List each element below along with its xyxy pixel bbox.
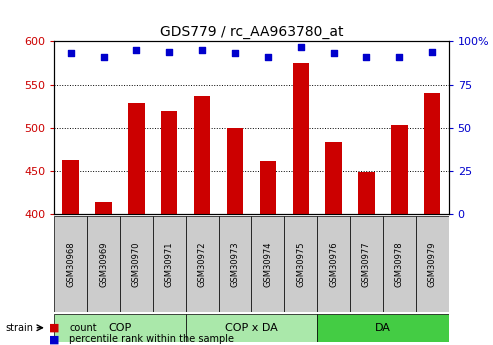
Bar — [194, 96, 211, 214]
Bar — [153, 216, 186, 312]
Bar — [128, 104, 144, 214]
Title: GDS779 / rc_AA963780_at: GDS779 / rc_AA963780_at — [160, 25, 343, 39]
Bar — [317, 216, 350, 312]
Bar — [218, 216, 251, 312]
Text: GSM30975: GSM30975 — [296, 241, 305, 287]
Bar — [227, 128, 243, 214]
Text: GSM30977: GSM30977 — [362, 241, 371, 287]
Bar — [87, 216, 120, 312]
Point — [330, 51, 338, 56]
Text: GSM30976: GSM30976 — [329, 241, 338, 287]
Point — [100, 54, 107, 60]
Bar — [186, 314, 317, 342]
Point — [264, 54, 272, 60]
Text: GSM30969: GSM30969 — [99, 241, 108, 287]
Bar — [63, 160, 79, 214]
Point — [297, 44, 305, 49]
Bar — [383, 216, 416, 312]
Bar — [391, 125, 408, 214]
Point — [198, 47, 206, 53]
Point — [428, 49, 436, 55]
Text: GSM30978: GSM30978 — [395, 241, 404, 287]
Text: strain: strain — [5, 323, 33, 333]
Text: GSM30970: GSM30970 — [132, 241, 141, 287]
Text: percentile rank within the sample: percentile rank within the sample — [69, 334, 234, 344]
Text: COP: COP — [108, 323, 132, 333]
Bar — [186, 216, 218, 312]
Bar — [54, 216, 87, 312]
Text: GSM30972: GSM30972 — [198, 241, 207, 287]
Text: ■: ■ — [49, 322, 60, 332]
Text: count: count — [69, 323, 97, 333]
Point — [362, 54, 370, 60]
Text: GSM30971: GSM30971 — [165, 241, 174, 287]
Point — [231, 51, 239, 56]
Text: DA: DA — [375, 323, 391, 333]
Bar — [424, 93, 440, 214]
Bar — [260, 161, 276, 214]
Bar — [120, 216, 153, 312]
Bar — [161, 111, 177, 214]
Bar — [251, 216, 284, 312]
Text: ■: ■ — [49, 334, 60, 344]
Text: GSM30979: GSM30979 — [428, 241, 437, 287]
Bar — [358, 171, 375, 214]
Bar — [317, 314, 449, 342]
Point — [165, 49, 173, 55]
Point — [395, 54, 403, 60]
Point — [67, 51, 74, 56]
Bar — [95, 202, 112, 214]
Point — [133, 47, 141, 53]
Bar — [284, 216, 317, 312]
Text: GSM30973: GSM30973 — [231, 241, 240, 287]
Bar — [292, 63, 309, 214]
Bar — [350, 216, 383, 312]
Bar — [54, 314, 186, 342]
Text: GSM30974: GSM30974 — [263, 241, 272, 287]
Text: COP x DA: COP x DA — [225, 323, 278, 333]
Bar — [416, 216, 449, 312]
Text: GSM30968: GSM30968 — [66, 241, 75, 287]
Bar — [325, 142, 342, 214]
